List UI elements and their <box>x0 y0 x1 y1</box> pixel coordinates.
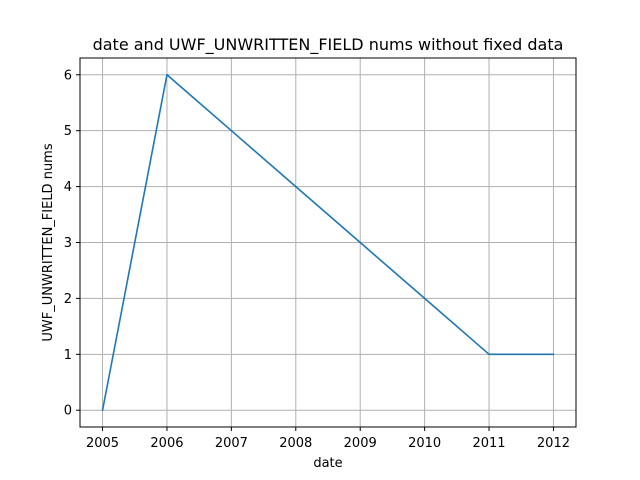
chart-title: date and UWF_UNWRITTEN_FIELD nums withou… <box>93 35 564 55</box>
x-tick-label: 2008 <box>279 436 312 451</box>
y-tick-label: 1 <box>64 348 72 363</box>
x-tick-label: 2009 <box>344 436 377 451</box>
series-line <box>101 73 554 411</box>
y-tick-label: 3 <box>64 236 72 251</box>
y-tick-label: 5 <box>64 124 72 139</box>
data-point <box>101 409 104 412</box>
series-lines <box>101 73 555 412</box>
y-tick-label: 0 <box>64 404 72 419</box>
x-tick-label: 2010 <box>408 436 441 451</box>
x-tick-label: 2012 <box>537 436 570 451</box>
y-tick-label: 4 <box>64 180 72 195</box>
data-point <box>230 129 233 132</box>
x-tick-label: 2011 <box>472 436 505 451</box>
y-tick-label: 6 <box>64 68 72 83</box>
data-point <box>488 353 490 356</box>
x-axis-label: date <box>313 456 342 471</box>
x-tick-label: 2005 <box>86 436 119 451</box>
data-point <box>359 241 362 244</box>
y-tick-label: 2 <box>64 292 72 307</box>
data-point <box>294 185 297 188</box>
y-axis-label: UWF_UNWRITTEN_FIELD nums <box>41 143 56 341</box>
tick-marks <box>76 74 554 431</box>
data-point <box>552 353 555 356</box>
data-point <box>423 297 426 300</box>
data-point <box>166 73 168 76</box>
x-tick-label: 2006 <box>150 436 183 451</box>
x-tick-label: 2007 <box>215 436 248 451</box>
